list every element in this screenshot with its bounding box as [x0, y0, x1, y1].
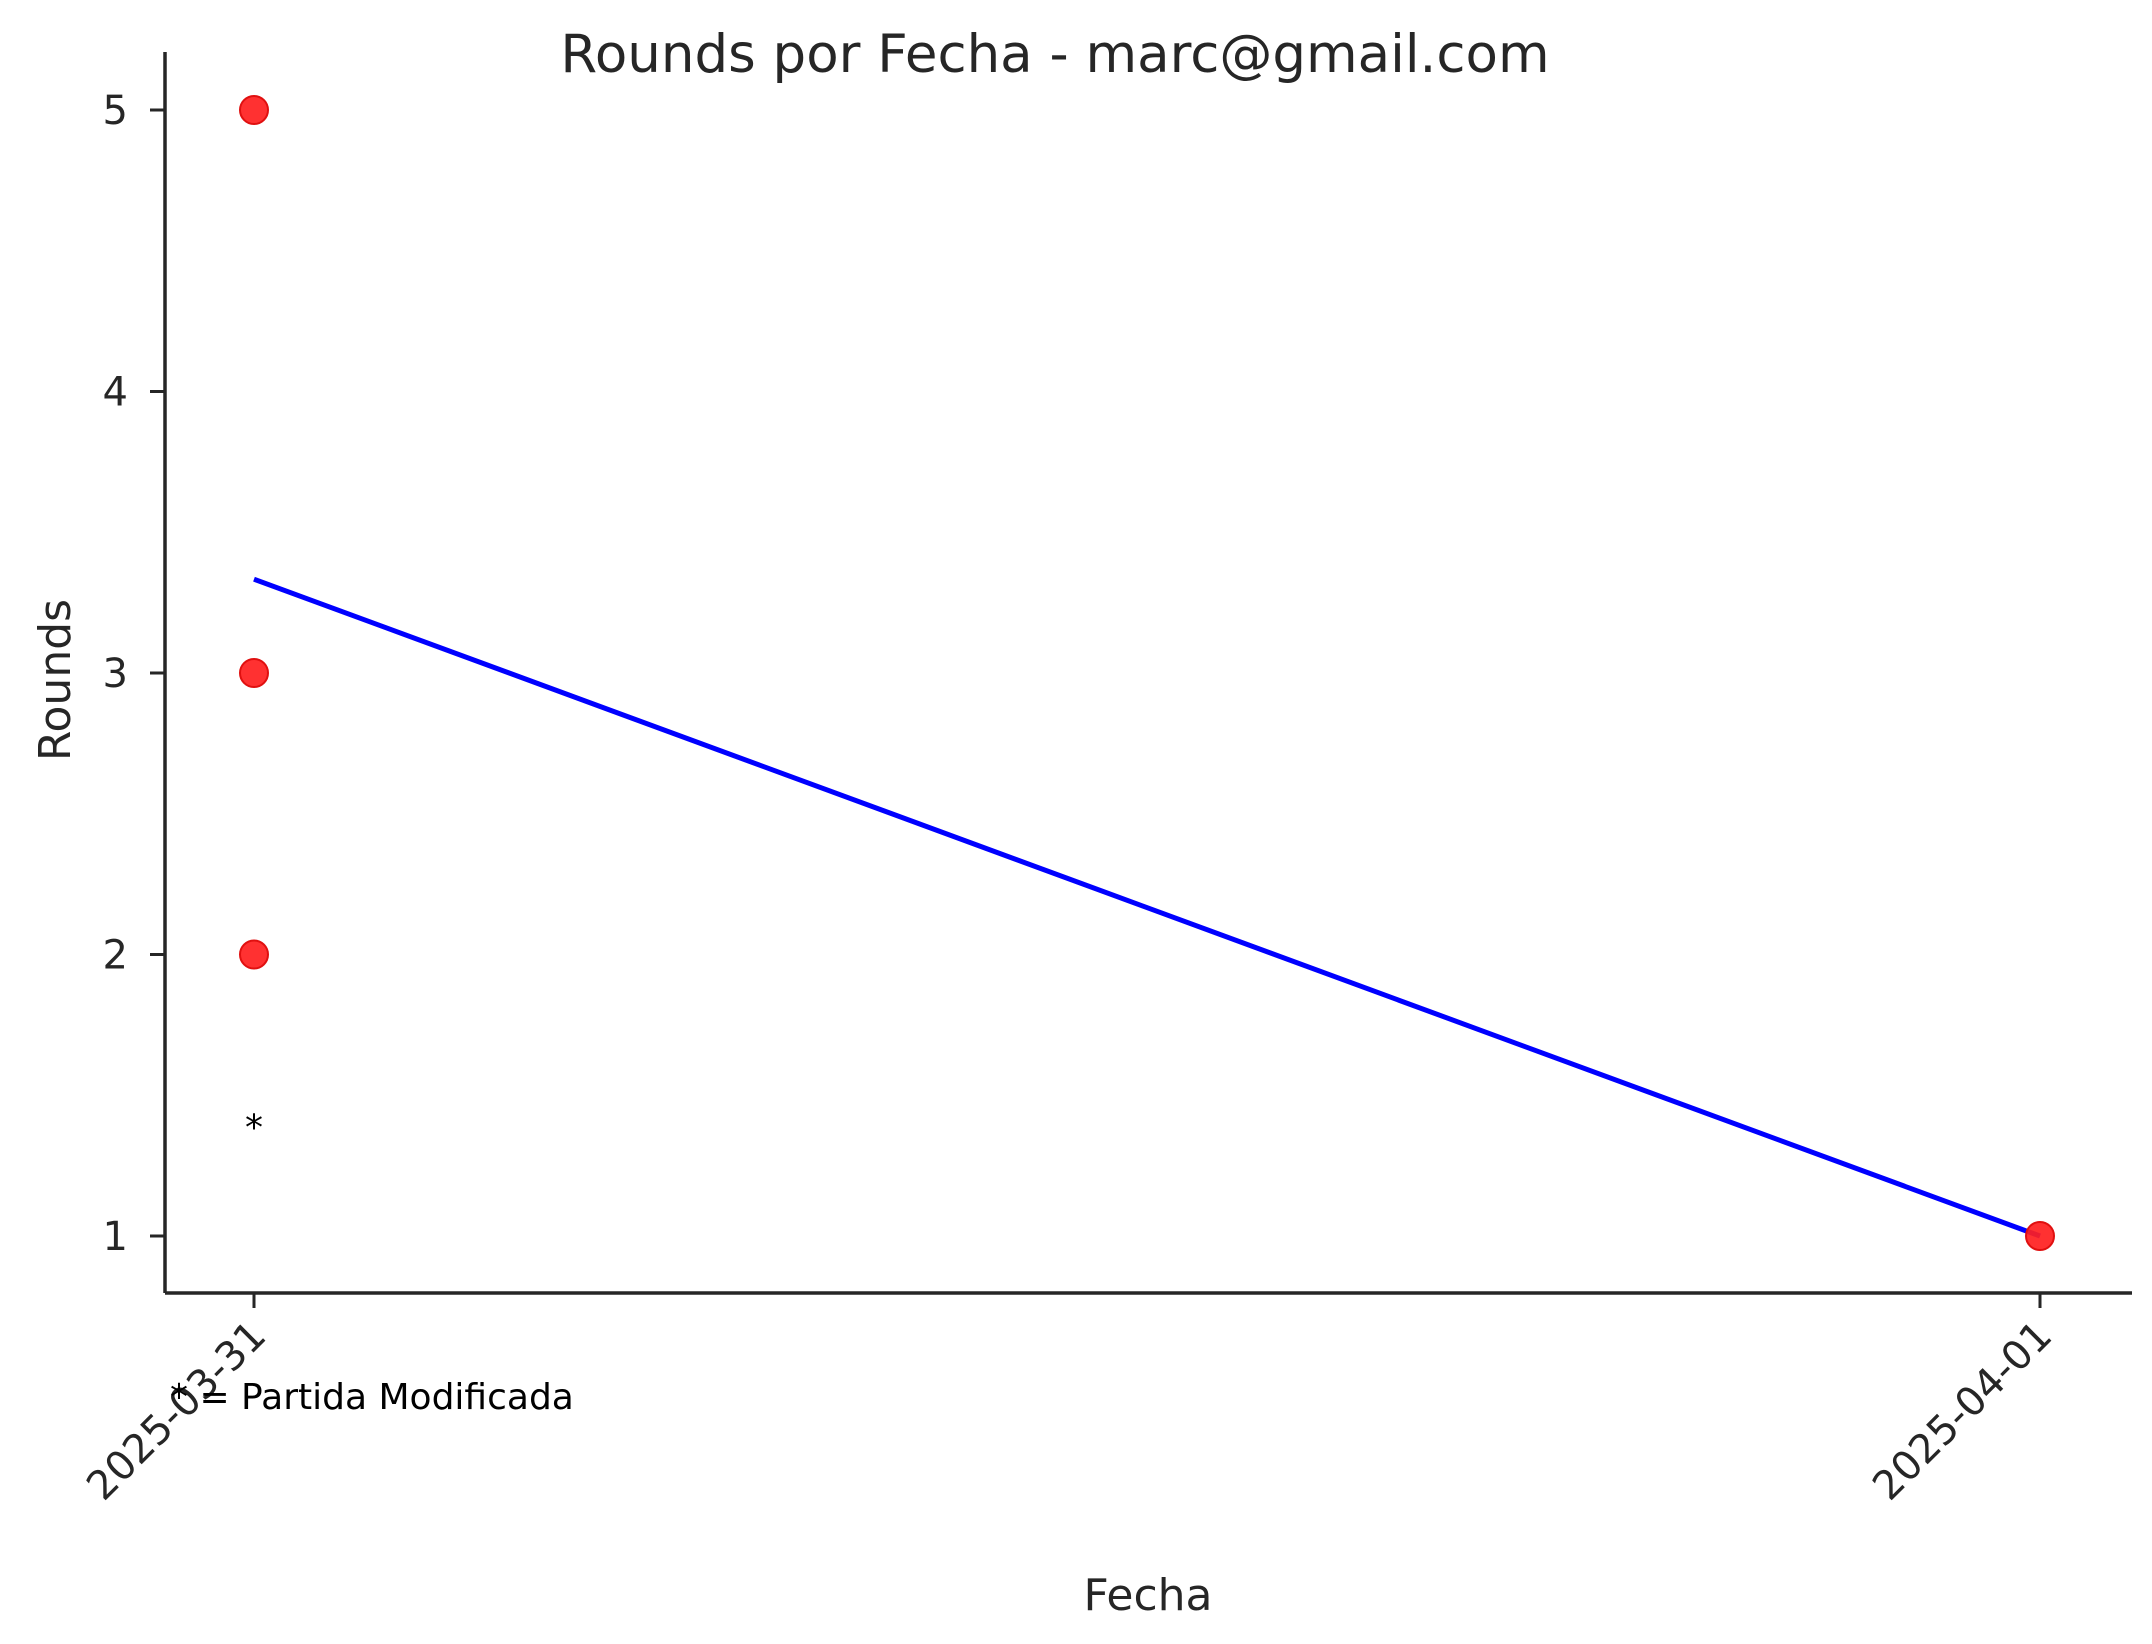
x-tick-label: 2025-04-01 — [1864, 1313, 2061, 1510]
y-tick-label: 1 — [103, 1214, 128, 1260]
y-tick-label: 3 — [103, 651, 128, 697]
data-point — [2025, 1221, 2055, 1251]
footnote-modified-game: * = Partida Modificada — [170, 1377, 574, 1418]
y-axis-label: Rounds — [30, 599, 81, 761]
data-point — [239, 95, 269, 125]
chart-title: Rounds por Fecha - marc@gmail.com — [560, 24, 1549, 85]
axes — [163, 52, 2132, 1295]
data-point — [239, 658, 269, 688]
x-axis-label: Fecha — [1083, 1570, 1212, 1621]
series-layer — [239, 95, 2055, 1251]
modified-marker: * — [245, 1107, 263, 1148]
y-tick-label: 2 — [103, 933, 128, 979]
trend-line — [253, 576, 2041, 1239]
y-ticks: 1 2 3 4 5 — [103, 88, 165, 1260]
data-point — [239, 939, 269, 970]
y-tick-label: 4 — [103, 370, 128, 416]
y-tick-label: 5 — [103, 88, 128, 134]
